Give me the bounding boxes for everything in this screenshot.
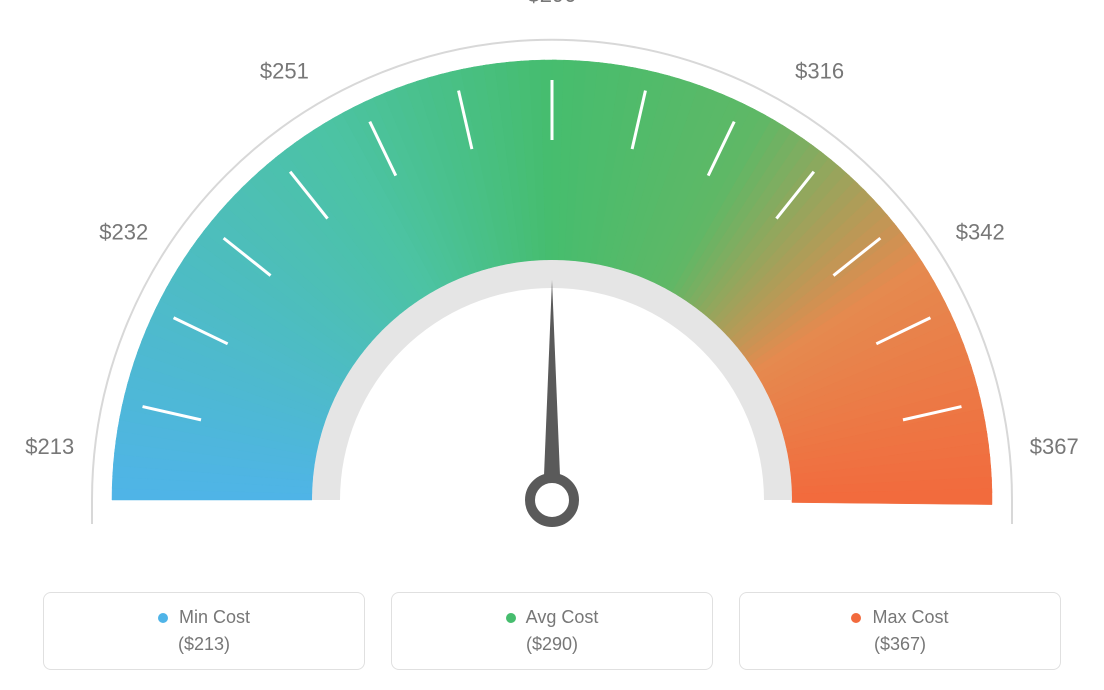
legend-min-title: Min Cost xyxy=(54,607,354,628)
tick-label: $213 xyxy=(25,434,74,459)
needle-hub xyxy=(530,478,574,522)
tick-label: $316 xyxy=(795,59,844,84)
legend-card-min: Min Cost ($213) xyxy=(43,592,365,670)
cost-gauge-widget: $213 $232 $251 $290 $316 $342 $367 Min Cost ($… xyxy=(0,0,1104,690)
legend-avg-value: ($290) xyxy=(402,634,702,655)
legend-avg-title: Avg Cost xyxy=(402,607,702,628)
tick-label: $342 xyxy=(956,219,1005,244)
legend-min-value: ($213) xyxy=(54,634,354,655)
legend-row: Min Cost ($213) Avg Cost ($290) Max Cost… xyxy=(0,592,1104,670)
dot-icon xyxy=(506,613,516,623)
tick-label: $367 xyxy=(1030,434,1079,459)
legend-max-title: Max Cost xyxy=(750,607,1050,628)
legend-avg-label: Avg Cost xyxy=(526,607,599,627)
legend-max-value: ($367) xyxy=(750,634,1050,655)
tick-label: $232 xyxy=(99,219,148,244)
legend-max-label: Max Cost xyxy=(872,607,948,627)
legend-card-avg: Avg Cost ($290) xyxy=(391,592,713,670)
tick-label: $290 xyxy=(528,0,577,7)
tick-label: $251 xyxy=(260,59,309,84)
dot-icon xyxy=(158,613,168,623)
gauge-svg: $213 $232 $251 $290 $316 $342 $367 xyxy=(0,0,1104,580)
dot-icon xyxy=(851,613,861,623)
legend-card-max: Max Cost ($367) xyxy=(739,592,1061,670)
needle xyxy=(543,280,561,500)
legend-min-label: Min Cost xyxy=(179,607,250,627)
